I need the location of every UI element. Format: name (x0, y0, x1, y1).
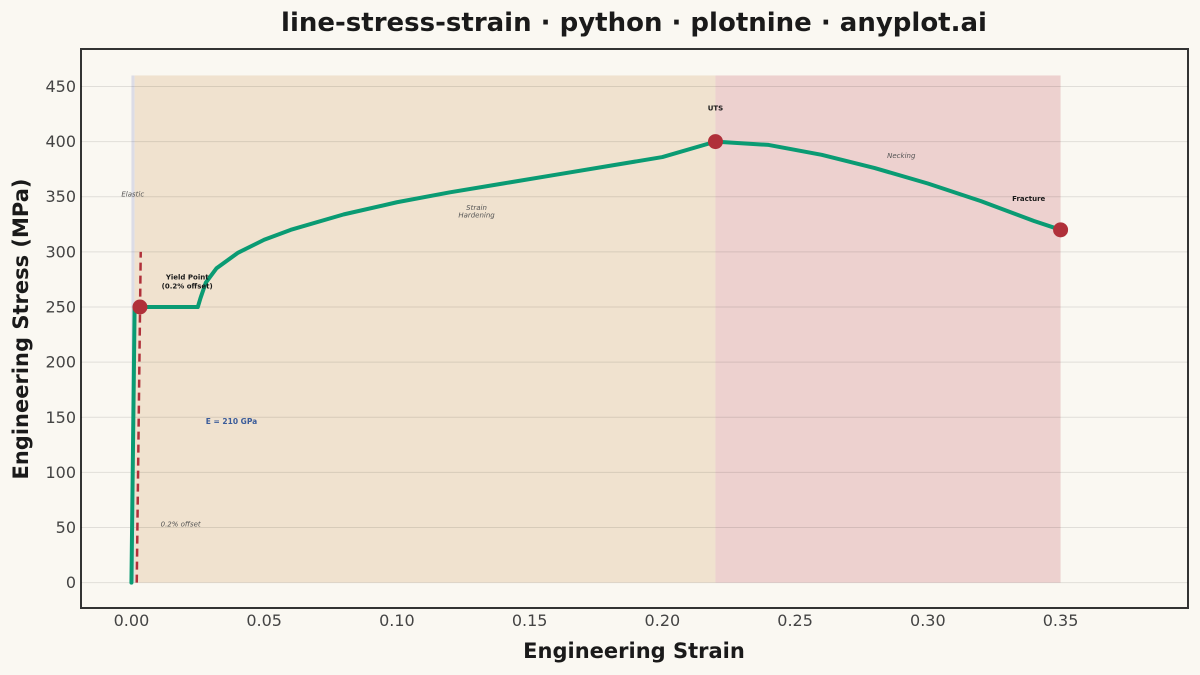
y-tick-label: 200 (45, 353, 76, 372)
x-tick-label: 0.35 (1043, 611, 1079, 630)
y-tick-label: 450 (45, 77, 76, 96)
key-point-2 (1053, 222, 1068, 237)
annotation-label: E = 210 GPa (206, 417, 257, 426)
x-tick-label: 0.30 (910, 611, 946, 630)
y-axis-title: Engineering Stress (MPa) (9, 179, 33, 480)
region-bands (131, 75, 1060, 582)
x-tick-label: 0.15 (512, 611, 548, 630)
y-tick-label: 300 (45, 242, 76, 261)
y-tick-label: 100 (45, 463, 76, 482)
chart-title: line-stress-strain · python · plotnine ·… (281, 8, 987, 38)
annotation-label: Elastic (121, 191, 144, 199)
x-tick-label: 0.05 (246, 611, 282, 630)
x-axis-title: Engineering Strain (523, 639, 745, 663)
annotation-label: Yield Point (165, 273, 209, 281)
annotation-label: 0.2% offset (161, 520, 201, 528)
y-tick-label: 400 (45, 132, 76, 151)
annotation-label: Necking (887, 152, 916, 160)
annotation-label: Hardening (458, 212, 495, 220)
y-tick-label: 150 (45, 408, 76, 427)
x-tick-label: 0.10 (379, 611, 415, 630)
x-tick-label: 0.25 (777, 611, 813, 630)
y-tick-labels: 0 50 100 150 200 250 300 350 400 450 (45, 77, 76, 592)
y-tick-label: 50 (56, 518, 76, 537)
x-tick-labels: 0.00 0.05 0.10 0.15 0.20 0.25 0.30 0.35 (114, 611, 1079, 630)
x-tick-label: 0.00 (114, 611, 150, 630)
y-tick-label: 250 (45, 298, 76, 317)
y-tick-label: 0 (66, 573, 76, 592)
annotation-label: Fracture (1012, 195, 1045, 203)
x-tick-label: 0.20 (645, 611, 681, 630)
annotation-label: (0.2% offset) (162, 282, 213, 290)
key-point-1 (708, 134, 723, 149)
annotation-label: UTS (708, 105, 724, 113)
region-band-1 (135, 75, 716, 582)
key-point-0 (132, 300, 147, 315)
y-tick-label: 350 (45, 187, 76, 206)
